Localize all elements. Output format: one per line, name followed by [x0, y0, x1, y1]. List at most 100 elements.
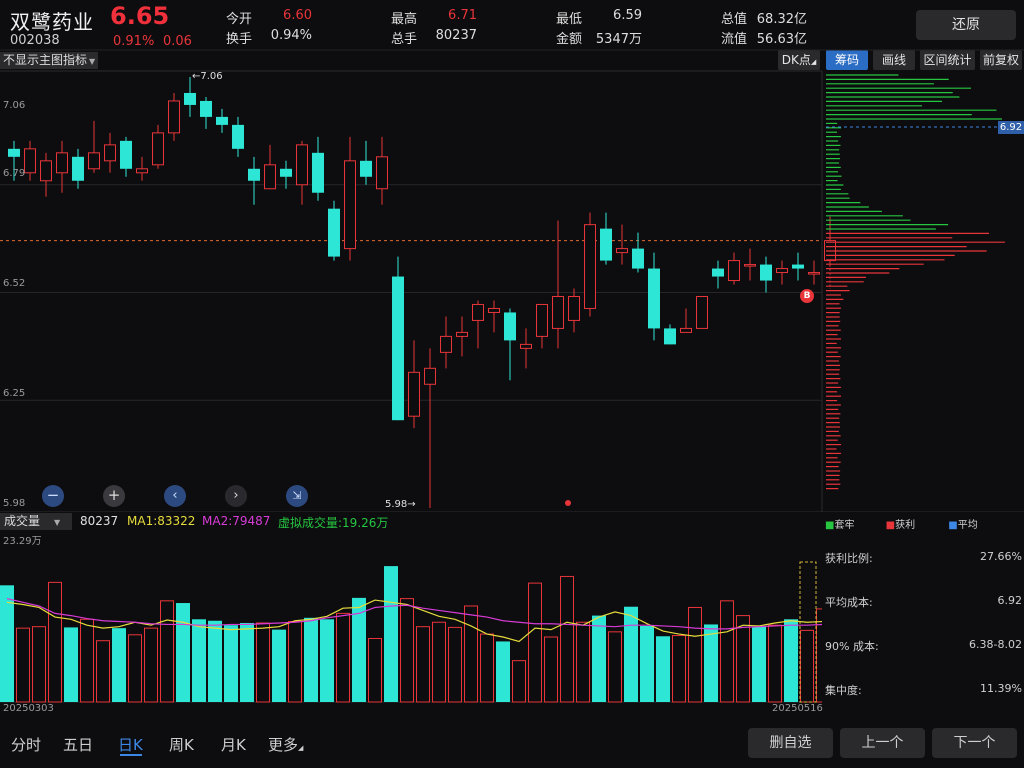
previous-button[interactable]: 上一个	[840, 728, 925, 758]
tab-range-stats[interactable]: 区间统计	[920, 50, 975, 70]
avg-cost-value: 6.92	[997, 594, 1023, 607]
candle-body	[152, 132, 164, 166]
volume-ma2: MA2:79487	[202, 514, 271, 528]
volume-bar	[688, 606, 702, 703]
concentration-label: 集中度:	[825, 684, 862, 697]
volume-bar	[544, 636, 558, 703]
legend-average: ■平均	[948, 520, 978, 531]
stock-code: 002038	[10, 33, 60, 48]
quote-label: 总值	[721, 12, 748, 27]
quote-value: 6.60	[283, 8, 312, 23]
volume-bar	[720, 600, 734, 703]
volume-top-label: 23.29万	[3, 536, 42, 547]
quote-label: 总手	[391, 32, 418, 47]
main-indicator-label: 不显示主图指标	[3, 53, 88, 67]
dk-point-button[interactable]: DK点◢	[778, 50, 820, 70]
tab-chips[interactable]: 筹码	[826, 50, 868, 70]
volume-bar	[176, 603, 190, 702]
buy-signal-icon[interactable]: B	[800, 289, 814, 303]
volume-bar	[368, 637, 382, 703]
volume-bar	[240, 622, 254, 702]
cost-90-label: 90% 成本:	[825, 640, 879, 653]
candle-body	[392, 276, 404, 421]
candle-body	[280, 168, 292, 177]
volume-bar	[352, 597, 366, 702]
zoom-out-icon[interactable]: −	[42, 485, 64, 507]
candle-body	[680, 327, 692, 333]
volume-bar	[32, 626, 46, 703]
quote-label: 今开	[226, 12, 253, 27]
low-annotation: 5.98→	[385, 499, 416, 510]
tab-daily-k[interactable]: 日K	[118, 736, 143, 754]
concentration-value: 11.39%	[980, 682, 1022, 695]
tab-more-label: 更多	[268, 736, 299, 754]
tab-monthly-k[interactable]: 月K	[221, 736, 246, 754]
candle-body	[232, 124, 244, 149]
next-button[interactable]: 下一个	[932, 728, 1017, 758]
volume-bar	[256, 622, 270, 703]
candle-body	[184, 92, 196, 105]
volume-bar	[800, 629, 814, 703]
volume-bar	[656, 636, 670, 702]
chip-distribution-chart	[822, 72, 1005, 500]
candle-body	[248, 168, 260, 181]
quote-value: 6.71	[448, 8, 477, 23]
tab-intraday[interactable]: 分时	[11, 736, 42, 754]
candle-body	[552, 295, 564, 329]
volume-bar	[320, 619, 334, 702]
volume-bar	[80, 618, 94, 703]
volume-bar	[640, 625, 654, 702]
volume-bar	[288, 621, 302, 703]
quote-value: 0.94%	[270, 28, 312, 43]
main-indicator-select[interactable]: 不显示主图指标 ▼	[0, 52, 98, 69]
volume-chart[interactable]	[0, 530, 822, 705]
stock-price: 6.65	[110, 2, 170, 30]
volume-bar	[704, 624, 718, 702]
scroll-left-icon[interactable]: ‹	[164, 485, 186, 507]
volume-bar	[768, 624, 782, 703]
remove-watchlist-button[interactable]: 删自选	[748, 728, 833, 758]
y-axis-label-2: 6.79	[3, 168, 26, 179]
quote-value: 68.32亿	[756, 12, 807, 27]
ma1-line	[6, 599, 822, 643]
tab-five-day[interactable]: 五日	[63, 736, 94, 754]
candle-body	[328, 208, 340, 257]
scroll-right-icon[interactable]: ›	[225, 485, 247, 507]
candle-body	[424, 367, 436, 385]
candle-body	[584, 224, 596, 309]
date-end: 20250516	[772, 703, 823, 714]
volume-bar	[112, 628, 126, 702]
candle-body	[8, 148, 20, 157]
candle-body	[56, 152, 68, 174]
candle-body	[536, 303, 548, 337]
tab-draw-line[interactable]: 画线	[873, 50, 915, 70]
avg-cost-marker: 6.92	[998, 121, 1024, 134]
active-tab-underline	[120, 754, 142, 756]
volume-bar	[304, 617, 318, 702]
volume-indicator-select[interactable]: 成交量 ▼	[0, 513, 72, 530]
candle-body	[648, 268, 660, 329]
candle-body	[216, 116, 228, 125]
tab-forward-adjust[interactable]: 前复权	[980, 50, 1022, 70]
y-axis-label-1: 7.06	[3, 100, 26, 111]
virtual-volume-bar	[799, 561, 817, 703]
volume-bar	[752, 626, 766, 702]
volume-ma1: MA1:83322	[127, 514, 196, 528]
volume-bar	[0, 585, 14, 702]
volume-bar	[560, 575, 574, 703]
volume-bar	[336, 612, 350, 703]
tab-more[interactable]: 更多◢	[268, 734, 303, 755]
restore-button[interactable]: 还原	[916, 10, 1016, 40]
volume-bar	[480, 633, 494, 703]
collapse-icon[interactable]: ⇲	[286, 485, 308, 507]
zoom-in-icon[interactable]: +	[103, 485, 125, 507]
corner-arrow-icon: ◢	[298, 744, 304, 752]
virtual-volume: 虚拟成交量:19.26万	[278, 516, 389, 530]
volume-bar	[272, 629, 286, 702]
candle-body	[616, 248, 628, 254]
candle-body	[744, 264, 756, 267]
candle-body	[808, 272, 820, 275]
candle-body	[408, 371, 420, 417]
tab-weekly-k[interactable]: 周K	[169, 736, 194, 754]
change-value: 0.06	[163, 34, 192, 49]
